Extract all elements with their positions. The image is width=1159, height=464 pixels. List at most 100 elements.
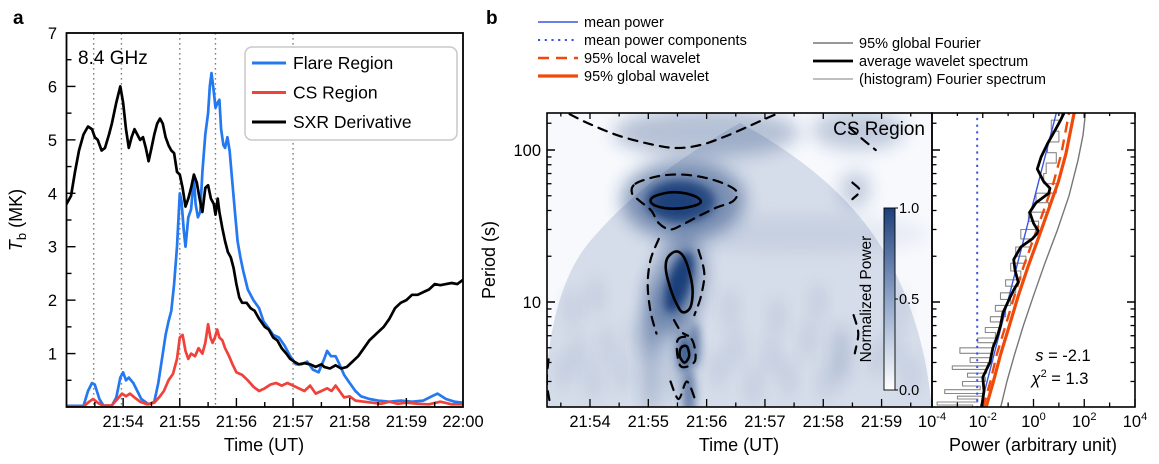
fourier-x-tick-label: 10-4 xyxy=(918,411,946,431)
fourier-x-tick-label: 104 xyxy=(1123,411,1147,431)
power-speckle xyxy=(771,296,782,337)
wavelet-x-tick-label: 21:54 xyxy=(569,413,610,431)
wavelet-xlabel: Time (UT) xyxy=(699,435,779,455)
power-blob xyxy=(645,278,663,355)
power-speckle xyxy=(616,353,628,393)
panel-a-series xyxy=(66,71,463,407)
wavelet-heat-layer xyxy=(547,113,932,407)
fourier-x-tick-label: 10-2 xyxy=(969,411,997,431)
contour-dashed xyxy=(851,181,862,201)
panel-a-plot-area: 21:54 21:55 21:56 21:57 21:58 21:59 22:00 1 2 3 4 5… xyxy=(48,25,484,431)
power-speckle xyxy=(870,339,881,380)
colorbar-tick-label: 0.5 xyxy=(899,292,919,308)
colorbar xyxy=(883,207,896,391)
y-tick-label: 3 xyxy=(48,239,57,257)
power-speckle xyxy=(602,325,613,365)
power-blob xyxy=(834,324,847,386)
panel-a: 21:54 21:55 21:56 21:57 21:58 21:59 22:00 1 2 3 4 5… xyxy=(6,8,484,455)
y-tick-label: 1 xyxy=(48,346,57,364)
contour-dashed xyxy=(693,248,706,317)
contour-dashed xyxy=(848,126,877,152)
legend-label-2: CS Region xyxy=(293,83,378,103)
legend-label-1: Flare Region xyxy=(293,53,393,73)
legend-b-label-c1-2: mean power components xyxy=(584,33,747,49)
slope-annotation: s = -2.1 xyxy=(1035,347,1091,365)
power-speckle xyxy=(730,327,742,368)
contour-dashed xyxy=(669,380,697,401)
power-speckle xyxy=(558,351,569,392)
fourier-x-tick-label: 102 xyxy=(1072,411,1096,431)
x-tick-label: 21:57 xyxy=(272,413,313,431)
power-speckle xyxy=(567,289,578,329)
contour-dashed xyxy=(672,319,690,337)
power-blob xyxy=(671,215,929,253)
fourier-plot-area: 10-4 10-2 100 102 104 xyxy=(918,112,1147,431)
y-tick-label: 6 xyxy=(48,78,57,96)
panel-a-frame xyxy=(65,32,464,408)
legend-b-label-c2-2: average wavelet spectrum xyxy=(859,54,1028,70)
wavelet-plot-area: 100 10 21:54 21:55 21:56 21:57 21:58 21:59 1.0 0.… xyxy=(513,112,933,431)
panel-a-xlabel: Time (UT) xyxy=(224,435,304,455)
wavelet-x-tick-label: 21:58 xyxy=(803,413,844,431)
power-speckle xyxy=(803,320,814,361)
legend-box xyxy=(244,46,458,141)
contour-dashed xyxy=(852,314,860,355)
colorbar-tick-label: 1.0 xyxy=(899,201,919,217)
legend-b-label-c1-1: mean power xyxy=(584,15,664,31)
spectrum-95-local-wavelet xyxy=(981,113,1071,407)
legend-b-label-c2-3: (histogram) Fourier spectrum xyxy=(859,72,1046,88)
contour-dashed xyxy=(646,237,660,335)
fourier-frame xyxy=(931,112,1136,408)
x-tick-label: 21:56 xyxy=(216,413,257,431)
spectrum-95-global-fourier xyxy=(1000,113,1087,407)
wavelet-y-tick-label: 10 xyxy=(523,294,541,312)
power-blob xyxy=(811,113,905,150)
power-speckle xyxy=(748,366,759,406)
series-sxr-derivative xyxy=(66,85,463,370)
contour-dashed xyxy=(630,173,739,231)
legend-b-label-c1-3: 95% local wavelet xyxy=(584,51,700,67)
contour-solid xyxy=(678,344,691,364)
x-tick-label: 22:00 xyxy=(442,413,483,431)
power-speckle xyxy=(812,282,823,322)
panel-b: b mean power mean power components 95% loc… xyxy=(479,8,1147,455)
chi2-annotation: χ2 = 1.3 xyxy=(1030,368,1089,388)
power-speckle xyxy=(765,336,777,376)
wavelet-x-tick-label: 21:55 xyxy=(628,413,669,431)
fourier-xlabel: Power (arbitrary unit) xyxy=(949,435,1117,455)
contour-dashed xyxy=(547,358,551,404)
x-tick-label: 21:55 xyxy=(159,413,200,431)
wavelet-x-tick-label: 21:57 xyxy=(744,413,785,431)
wavelet-title: CS Region xyxy=(833,119,925,140)
x-tick-label: 21:58 xyxy=(329,413,370,431)
colorbar-tick-label: 0.0 xyxy=(899,383,919,399)
panel-b-legend: mean power mean power components 95% local… xyxy=(538,15,1046,88)
contour-dashed xyxy=(675,335,697,369)
spectrum-95-global-wavelet xyxy=(984,113,1076,407)
fourier-x-tick-label: 100 xyxy=(1021,411,1045,431)
series-cs-region xyxy=(66,322,463,407)
power-speckle xyxy=(631,315,642,356)
frequency-annotation: 8.4 GHz xyxy=(78,48,148,69)
spectrum-average-wavelet-spectrum xyxy=(980,113,1066,407)
power-speckle xyxy=(820,361,832,402)
x-tick-label: 21:59 xyxy=(386,413,427,431)
panel-a-legend: Flare Region CS Region SXR Derivative xyxy=(244,46,458,141)
power-speckle xyxy=(590,275,602,316)
y-tick-label: 7 xyxy=(48,25,57,43)
power-speckle xyxy=(724,289,736,329)
power-speckle xyxy=(573,333,584,374)
contour-solid xyxy=(649,190,703,210)
power-speckle xyxy=(783,357,794,397)
y-tick-label: 4 xyxy=(48,185,57,203)
wavelet-ylabel: Period (s) xyxy=(479,221,499,299)
fourier-series-layer xyxy=(936,113,1087,407)
wavelet-y-tick-label: 100 xyxy=(513,142,541,160)
colorbar-label: Normalized Power xyxy=(858,236,875,363)
y-tick-label: 2 xyxy=(48,292,57,310)
contour-dashed xyxy=(568,113,781,150)
legend-b-label-c2-1: 95% global Fourier xyxy=(859,36,981,52)
power-blob xyxy=(840,171,870,208)
